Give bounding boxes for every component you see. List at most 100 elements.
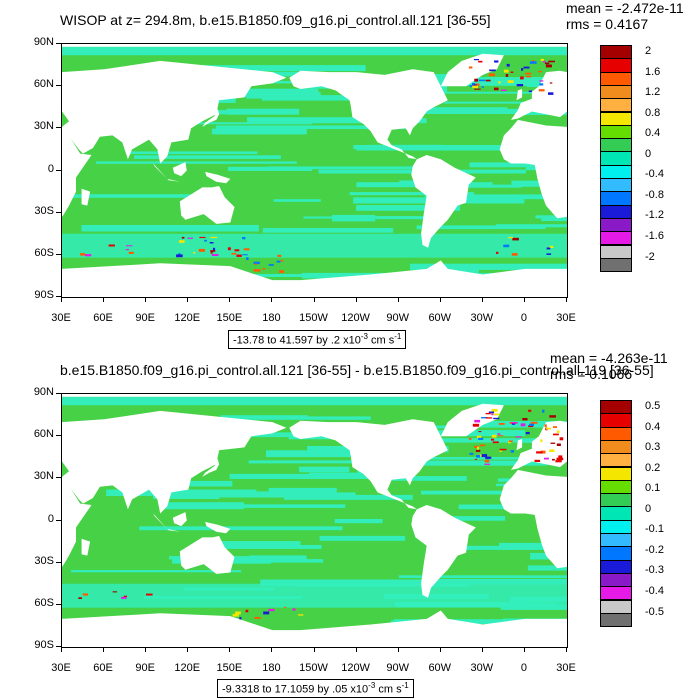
lon-tick-label: 30W [470,662,494,674]
field-band [139,526,343,531]
field-band [171,504,346,508]
legend-swatch [600,612,632,628]
legend-swatch [600,231,632,246]
field-band [220,415,308,418]
field-band [128,151,258,155]
field-anomaly [542,60,546,63]
field-anomaly [553,433,559,436]
field-anomaly [243,248,250,251]
field-band [184,559,324,563]
legend-label: -0.4 [645,168,664,181]
panel-1-rms: rms = 0.4167 [566,16,649,32]
field-band [426,77,567,82]
panel-1-range-text: -13.78 to 41.597 by .2 x10 [233,334,361,347]
field-anomaly [125,249,129,251]
lon-tick-mark [355,297,357,302]
legend-swatch [600,546,632,561]
land-mass [62,126,92,217]
field-band [95,161,297,164]
legend-label: -0.3 [645,564,664,577]
field-anomaly [123,595,128,598]
lon-tick-mark [61,297,62,302]
lat-tick-label: 30S [34,204,54,217]
lon-tick-label: 0 [520,312,527,324]
panel-1-mean: mean = -2.472e-11 [566,0,684,16]
field-anomaly [232,613,239,617]
field-anomaly [488,73,496,77]
legend-swatch [600,111,632,126]
field-band [226,108,300,115]
field-anomaly [540,450,546,454]
panel-1-map [61,43,568,298]
lon-tick-mark [523,647,525,652]
field-anomaly [542,409,545,413]
lon-tick-mark [481,297,483,302]
field-anomaly [481,454,488,458]
field-anomaly [478,60,483,63]
legend-swatch [600,191,632,206]
field-anomaly [468,437,472,440]
legend-label: -0.4 [645,584,664,597]
lat-tick-label: 0 [47,512,54,525]
field-anomaly [548,60,555,63]
field-band [203,491,326,498]
field-band [262,228,394,233]
field-anomaly [297,614,304,616]
lon-tick-label: 60W [428,312,452,324]
lon-tick-mark [103,297,105,302]
legend-label: 0.5 [645,400,661,412]
land-mass [499,469,567,569]
southern-ocean-band [62,583,567,608]
field-anomaly [493,87,499,91]
field-anomaly [82,593,88,596]
panel-1-range-label: -13.78 to 41.597 by .2 x10-3 cm s-1 [228,330,407,349]
lon-tick-mark [566,647,567,652]
legend-swatch [600,124,632,140]
lat-tick-label: 60S [34,246,54,259]
field-band [319,535,406,541]
lon-tick-label: 30E [51,662,71,674]
field-anomaly [492,441,499,444]
lat-tick-mark [56,43,61,44]
land-mass [62,476,92,567]
field-anomaly [481,417,488,419]
legend-swatch [600,439,632,455]
legend-swatch [600,599,632,614]
field-band [377,476,467,481]
field-anomaly [503,244,510,248]
land-mass [289,69,448,160]
field-anomaly [179,240,185,243]
legend-swatch [600,58,632,73]
field-band [444,184,522,188]
lat-tick-mark [56,211,61,213]
field-anomaly [277,254,282,257]
field-band [209,545,322,549]
field-anomaly [236,254,242,257]
field-anomaly [528,90,532,93]
field-anomaly [268,608,275,612]
field-anomaly [539,83,544,86]
legend-label: 0.1 [645,482,661,495]
field-anomaly [280,260,284,262]
field-anomaly [539,80,544,82]
field-band [421,490,567,495]
legend-label: 1.6 [645,65,661,78]
field-anomaly [529,61,537,64]
field-anomaly [472,85,478,89]
legend-label: 0.8 [645,106,661,119]
legend-swatch [600,466,632,481]
field-anomaly [276,260,281,263]
lon-tick-label: 0 [520,662,527,674]
field-band [454,421,567,428]
lon-tick-label: 90E [135,662,155,674]
field-band [424,194,567,200]
arctic-band [62,396,567,406]
field-anomaly [474,419,480,423]
field-anomaly [187,237,193,239]
field-anomaly [530,421,538,424]
panel-2-range-label: -9.3318 to 17.1059 by .05 x10-3 cm s-1 [217,679,414,698]
lat-tick-mark [56,646,61,647]
field-anomaly [556,430,560,433]
field-anomaly [522,418,528,421]
field-band [349,192,475,196]
